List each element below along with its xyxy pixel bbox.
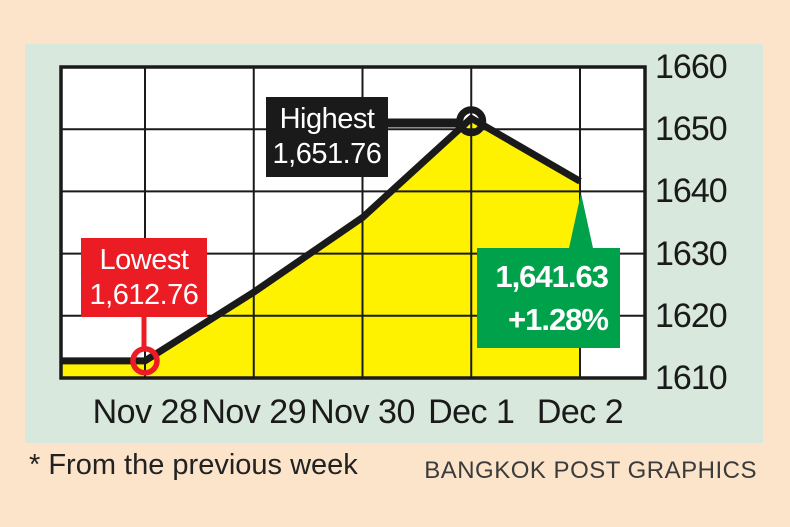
x-axis-tick: Nov 30 [310,393,415,431]
y-axis-tick: 1660 [655,48,728,86]
x-axis-tick: Dec 2 [536,393,624,431]
x-axis-tick: Nov 29 [201,393,307,431]
footnote: * From the previous week [29,449,358,481]
y-axis-tick: 1630 [655,234,728,273]
closing-change-percent: +1.28% [507,302,609,337]
lowest-marker [130,346,160,376]
y-axis-tick: 1620 [655,296,728,335]
closing-pointer [569,193,593,248]
y-axis-tick: 1650 [655,110,728,149]
closing-value-callout: 1,641.63 +1.28% [477,248,620,348]
highest-callout-title: Highest [279,103,375,135]
highest-callout-value: 1,651.76 [272,138,382,170]
plot-border [59,65,647,380]
highest-marker [456,106,487,137]
x-axis-tick: Nov 28 [92,393,198,431]
lowest-callout-title: Lowest [99,244,189,276]
lowest-callout-value: 1,612.76 [89,279,199,311]
lowest-callout: Lowest 1,612.76 [81,238,207,317]
source-credit: BANGKOK POST GRAPHICS [424,457,757,484]
y-axis-tick: 1610 [655,359,728,397]
closing-value: 1,641.63 [495,259,609,294]
highest-callout: Highest 1,651.76 [266,97,388,177]
x-axis-tick: Dec 1 [428,393,515,431]
y-axis-tick: 1640 [655,172,728,211]
